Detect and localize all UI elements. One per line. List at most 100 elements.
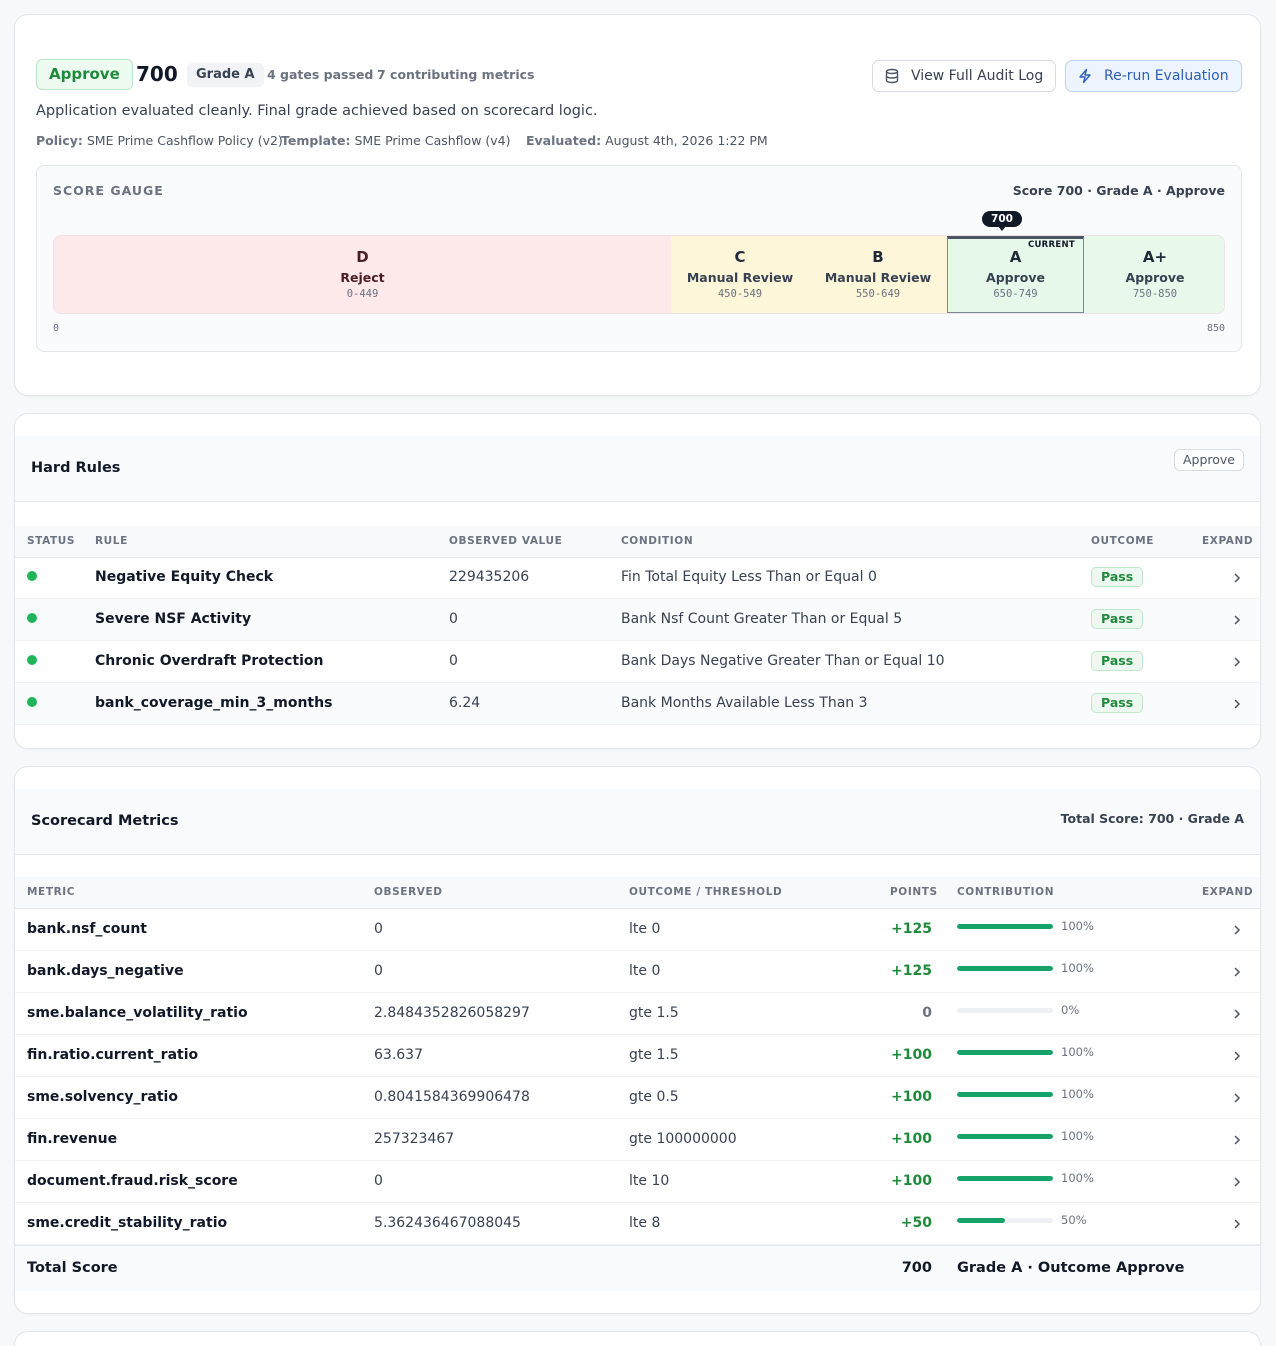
contribution-percent: 50% xyxy=(1061,1213,1087,1227)
band-label: Approve xyxy=(1125,270,1185,285)
table-row[interactable]: sme.solvency_ratio 0.8041584369906478 gte … xyxy=(15,1077,1260,1119)
metric-threshold: lte 10 xyxy=(629,1173,670,1189)
metric-name: document.fraud.risk_score xyxy=(27,1173,238,1189)
band-range: 550-649 xyxy=(855,288,901,300)
pass-badge: Pass xyxy=(1091,651,1144,671)
chevron-right-icon[interactable] xyxy=(1231,1049,1243,1063)
metric-threshold: gte 100000000 xyxy=(629,1131,737,1147)
band-grade: B xyxy=(872,248,884,266)
table-row[interactable]: sme.credit_stability_ratio 5.362436467088… xyxy=(15,1203,1260,1245)
band-label: Approve xyxy=(986,270,1045,285)
contribution-bar xyxy=(957,966,1053,971)
chevron-right-icon[interactable] xyxy=(1231,1175,1243,1189)
col-expand: EXPAND xyxy=(1202,535,1254,547)
chevron-right-icon[interactable] xyxy=(1231,1133,1243,1147)
metric-points: +125 xyxy=(891,921,932,937)
metric-name: bank.days_negative xyxy=(27,963,184,979)
metric-observed: 5.362436467088045 xyxy=(374,1215,521,1231)
table-row[interactable]: bank.nsf_count 0 lte 0 +125 100% xyxy=(15,909,1260,951)
contribution-percent: 100% xyxy=(1061,1129,1094,1143)
pass-badge: Pass xyxy=(1091,693,1144,713)
total-score-outcome: Grade A · Outcome Approve xyxy=(957,1260,1185,1276)
table-row[interactable]: Negative Equity Check 229435206 Fin Tota… xyxy=(15,557,1260,599)
col-outcome: OUTCOME xyxy=(1091,535,1155,547)
evaluated-value: August 4th, 2026 1:22 PM xyxy=(605,133,768,148)
chevron-right-icon[interactable] xyxy=(1231,613,1243,627)
table-row[interactable]: Chronic Overdraft Protection 0 Bank Days… xyxy=(15,641,1260,683)
metric-name: sme.credit_stability_ratio xyxy=(27,1215,228,1231)
view-audit-log-label: View Full Audit Log xyxy=(911,68,1044,84)
table-row[interactable]: fin.ratio.current_ratio 63.637 gte 1.5 +100… xyxy=(15,1035,1260,1077)
rule-condition: Bank Months Available Less Than 3 xyxy=(621,695,868,711)
table-row[interactable]: fin.revenue 257323467 gte 100000000 +100 100… xyxy=(15,1119,1260,1161)
metric-points: 0 xyxy=(922,1005,932,1021)
contribution-percent: 100% xyxy=(1061,961,1094,975)
contributing-metrics-text: 7 contributing metrics xyxy=(377,67,535,82)
score-gauge: SCORE GAUGE Score 700 · Grade A · Approv… xyxy=(36,165,1242,352)
contribution-bar xyxy=(957,1008,1053,1013)
scorecard-total-header: Total Score: 700 · Grade A xyxy=(1060,811,1244,826)
chevron-right-icon[interactable] xyxy=(1231,965,1243,979)
hard-rules-outcome-badge: Approve xyxy=(1173,449,1244,471)
next-section-card xyxy=(14,1331,1261,1346)
metric-observed: 2.8484352826058297 xyxy=(374,1005,530,1021)
pass-badge: Pass xyxy=(1091,609,1144,629)
chevron-right-icon[interactable] xyxy=(1231,655,1243,669)
template-info: Template: SME Prime Cashflow (v4) xyxy=(281,133,511,148)
metric-points: +100 xyxy=(891,1047,932,1063)
table-row[interactable]: bank.days_negative 0 lte 0 +125 100% xyxy=(15,951,1260,993)
table-row[interactable]: sme.balance_volatility_ratio 2.8484352826… xyxy=(15,993,1260,1035)
metric-name: fin.revenue xyxy=(27,1131,118,1147)
contribution-bar-fill xyxy=(957,966,1053,971)
metric-observed: 257323467 xyxy=(374,1131,455,1147)
band-range: 650-749 xyxy=(993,288,1038,300)
green-dot-icon xyxy=(27,697,37,707)
table-row[interactable]: document.fraud.risk_score 0 lte 10 +100 100% xyxy=(15,1161,1260,1203)
chevron-right-icon[interactable] xyxy=(1231,1217,1243,1231)
chevron-right-icon[interactable] xyxy=(1231,1091,1243,1105)
score-gauge-summary: Score 700 · Grade A · Approve xyxy=(1012,183,1225,198)
score-value: 700 xyxy=(136,62,178,86)
contribution-bar xyxy=(957,1134,1053,1139)
band-grade: D xyxy=(356,248,369,266)
rule-observed: 229435206 xyxy=(449,569,530,585)
green-dot-icon xyxy=(27,571,37,581)
gauge-band-c: C Manual Review 450-549 xyxy=(671,236,809,313)
metric-points: +100 xyxy=(891,1131,932,1147)
contribution-percent: 100% xyxy=(1061,1045,1094,1059)
contribution-bar xyxy=(957,1176,1053,1181)
col-condition: CONDITION xyxy=(621,535,694,547)
hard-rules-table-header: STATUS RULE OBSERVED VALUE CONDITION OUT… xyxy=(15,526,1260,558)
band-range: 450-549 xyxy=(717,288,763,300)
chevron-right-icon[interactable] xyxy=(1231,923,1243,937)
col-expand: EXPAND xyxy=(1202,886,1254,898)
view-audit-log-button[interactable]: View Full Audit Log xyxy=(872,60,1056,92)
metric-threshold: lte 0 xyxy=(629,921,661,937)
lightning-icon xyxy=(1079,68,1091,84)
evaluated-info: Evaluated: August 4th, 2026 1:22 PM xyxy=(526,133,768,148)
gauge-band-b: B Manual Review 550-649 xyxy=(809,236,947,313)
grade-chip: Grade A xyxy=(187,63,264,87)
metric-name: bank.nsf_count xyxy=(27,921,147,937)
template-label: Template: xyxy=(281,133,351,148)
chevron-right-icon[interactable] xyxy=(1231,1007,1243,1021)
band-label: Manual Review xyxy=(824,270,932,285)
chevron-right-icon[interactable] xyxy=(1231,697,1243,711)
table-row[interactable]: bank_coverage_min_3_months 6.24 Bank Mon… xyxy=(15,683,1260,725)
chevron-right-icon[interactable] xyxy=(1231,571,1243,585)
col-metric: METRIC xyxy=(27,886,76,898)
metric-observed: 63.637 xyxy=(374,1047,423,1063)
rule-observed: 0 xyxy=(449,653,458,669)
table-row[interactable]: Severe NSF Activity 0 Bank Nsf Count Gre… xyxy=(15,599,1260,641)
contribution-percent: 100% xyxy=(1061,919,1094,933)
gauge-min-label: 0 xyxy=(53,323,60,334)
rerun-evaluation-button[interactable]: Re-run Evaluation xyxy=(1065,60,1242,92)
total-score-points: 700 xyxy=(901,1260,932,1276)
policy-value: SME Prime Cashflow Policy (v2) xyxy=(86,133,283,148)
gauge-bar: D Reject 0-449 C Manual Review 450-549 B… xyxy=(53,235,1225,314)
rerun-evaluation-label: Re-run Evaluation xyxy=(1104,68,1229,84)
green-dot-icon xyxy=(27,655,37,665)
gauge-band-d: D Reject 0-449 xyxy=(54,236,671,313)
metric-points: +100 xyxy=(891,1089,932,1105)
evaluation-summary-card: Approve 700 Grade A 4 gates passed 7 con… xyxy=(14,14,1261,396)
